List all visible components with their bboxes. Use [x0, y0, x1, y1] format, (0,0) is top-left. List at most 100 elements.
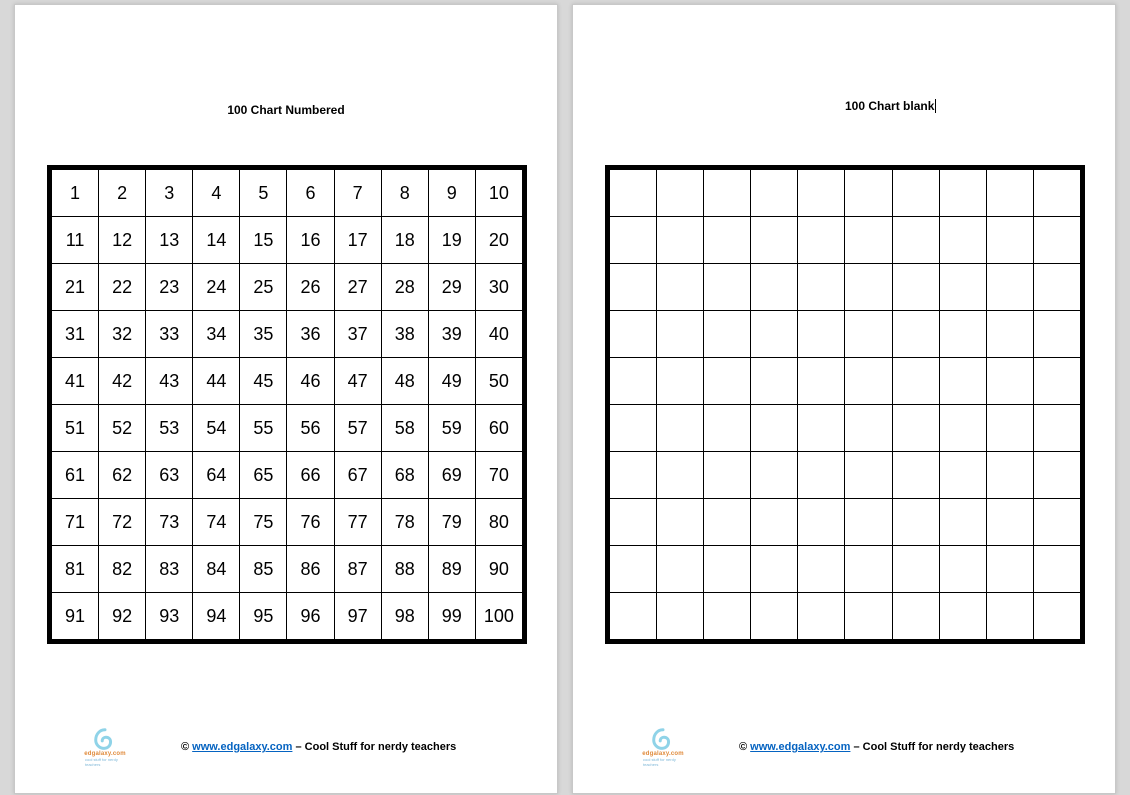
grid-cell — [1033, 405, 1080, 452]
grid-cell — [751, 217, 798, 264]
hundred-chart-blank — [605, 165, 1085, 644]
grid-cell: 70 — [475, 452, 522, 499]
grid-cell — [798, 452, 845, 499]
grid-cell — [798, 405, 845, 452]
grid-cell — [1033, 452, 1080, 499]
grid-cell — [845, 311, 892, 358]
grid-cell: 93 — [146, 593, 193, 640]
grid-cell: 58 — [381, 405, 428, 452]
grid-cell — [986, 217, 1033, 264]
grid-cell: 40 — [475, 311, 522, 358]
grid-cell — [1033, 311, 1080, 358]
grid-cell — [704, 358, 751, 405]
grid-cell: 37 — [334, 311, 381, 358]
grid-cell: 82 — [99, 546, 146, 593]
grid-cell — [798, 546, 845, 593]
grid-cell — [892, 358, 939, 405]
footer-suffix: – Cool Stuff for nerdy teachers — [850, 741, 1014, 753]
grid-cell — [610, 170, 657, 217]
grid-cell — [892, 405, 939, 452]
grid-cell — [657, 264, 704, 311]
grid-cell — [939, 264, 986, 311]
grid-cell — [657, 405, 704, 452]
grid-cell: 25 — [240, 264, 287, 311]
grid-cell — [657, 499, 704, 546]
grid-cell: 60 — [475, 405, 522, 452]
grid-cell — [939, 452, 986, 499]
grid-cell — [939, 546, 986, 593]
grid-cell: 94 — [193, 593, 240, 640]
grid-cell: 21 — [52, 264, 99, 311]
grid-cell — [986, 405, 1033, 452]
page-title: 100 Chart blank — [845, 99, 1083, 113]
grid-cell: 1 — [52, 170, 99, 217]
grid-cell — [939, 311, 986, 358]
page-blank: 100 Chart blank edgalaxy.com cool stuff … — [572, 4, 1116, 794]
grid-cell: 18 — [381, 217, 428, 264]
grid-cell: 56 — [287, 405, 334, 452]
grid-cell — [751, 311, 798, 358]
grid-cell: 53 — [146, 405, 193, 452]
grid-cell — [986, 452, 1033, 499]
grid-cell: 45 — [240, 358, 287, 405]
page-footer: edgalaxy.com cool stuff for nerdy teache… — [573, 727, 1115, 767]
grid-cell — [657, 358, 704, 405]
footer-link[interactable]: www.edgalaxy.com — [750, 741, 850, 753]
grid-cell: 75 — [240, 499, 287, 546]
grid-cell — [845, 593, 892, 640]
grid-cell: 98 — [381, 593, 428, 640]
grid-cell: 77 — [334, 499, 381, 546]
grid-cell: 2 — [99, 170, 146, 217]
grid-cell: 76 — [287, 499, 334, 546]
grid-cell: 51 — [52, 405, 99, 452]
grid-cell — [610, 358, 657, 405]
grid-cell — [1033, 170, 1080, 217]
grid-cell — [986, 499, 1033, 546]
grid-cell: 91 — [52, 593, 99, 640]
grid-cell — [704, 405, 751, 452]
grid-cell — [986, 546, 1033, 593]
grid-cell — [1033, 264, 1080, 311]
grid-cell: 79 — [428, 499, 475, 546]
copyright-prefix: © — [181, 741, 192, 753]
grid-cell: 66 — [287, 452, 334, 499]
page-footer: edgalaxy.com cool stuff for nerdy teache… — [15, 727, 557, 767]
grid-cell — [610, 217, 657, 264]
hundred-chart-numbered: 1234567891011121314151617181920212223242… — [47, 165, 527, 644]
grid-cell — [798, 264, 845, 311]
grid-cell: 46 — [287, 358, 334, 405]
logo-tagline: cool stuff for nerdy teachers — [85, 757, 125, 767]
grid-cell: 65 — [240, 452, 287, 499]
grid-cell: 9 — [428, 170, 475, 217]
grid-cell — [751, 593, 798, 640]
grid-cell — [939, 593, 986, 640]
grid-cell: 96 — [287, 593, 334, 640]
grid-cell — [1033, 593, 1080, 640]
grid-cell — [892, 499, 939, 546]
grid-cell: 27 — [334, 264, 381, 311]
footer-link[interactable]: www.edgalaxy.com — [192, 741, 292, 753]
grid-cell: 11 — [52, 217, 99, 264]
grid-cell — [939, 358, 986, 405]
grid-cell: 24 — [193, 264, 240, 311]
grid-cell — [892, 452, 939, 499]
grid-cell — [892, 217, 939, 264]
grid-cell: 15 — [240, 217, 287, 264]
grid-cell: 22 — [99, 264, 146, 311]
grid-cell: 62 — [99, 452, 146, 499]
workspace: 100 Chart Numbered 123456789101112131415… — [0, 0, 1130, 794]
grid-cell: 85 — [240, 546, 287, 593]
grid-cell — [798, 499, 845, 546]
grid-cell: 47 — [334, 358, 381, 405]
page-numbered: 100 Chart Numbered 123456789101112131415… — [14, 4, 558, 794]
grid-cell — [704, 217, 751, 264]
grid-cell — [751, 452, 798, 499]
grid-cell — [657, 170, 704, 217]
footer-text: © www.edgalaxy.com – Cool Stuff for nerd… — [739, 741, 1014, 753]
grid-cell — [986, 593, 1033, 640]
grid-cell: 43 — [146, 358, 193, 405]
grid-cell — [1033, 546, 1080, 593]
grid-cell: 90 — [475, 546, 522, 593]
grid-cell — [1033, 499, 1080, 546]
title-text-with-cursor: 100 Chart blank — [845, 99, 936, 113]
